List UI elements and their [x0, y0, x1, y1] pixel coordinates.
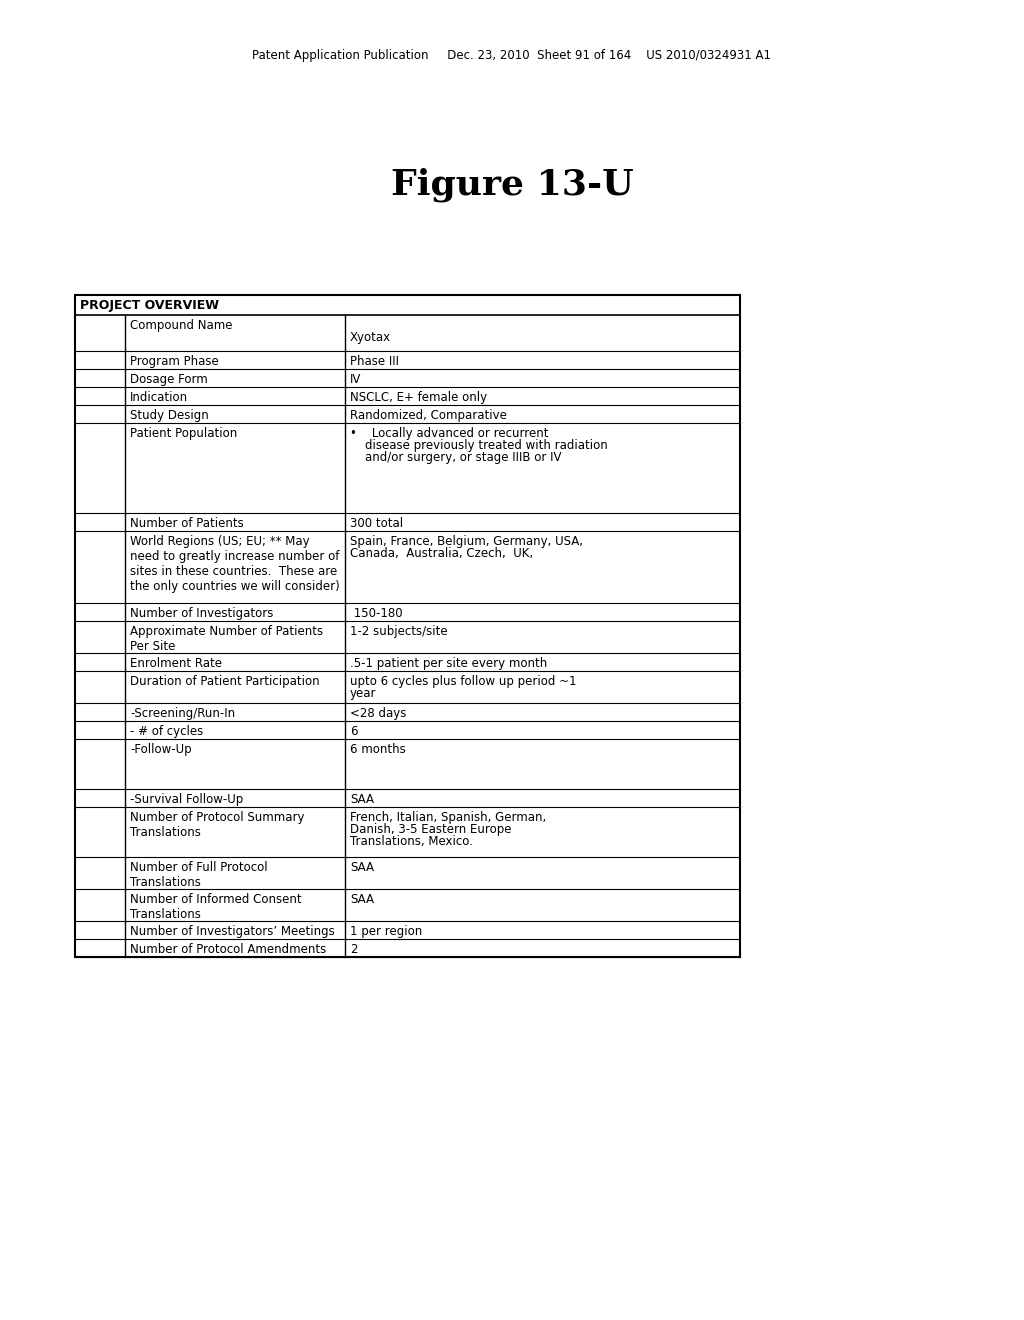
- Text: Figure 13-U: Figure 13-U: [391, 168, 633, 202]
- Text: Number of Protocol Amendments: Number of Protocol Amendments: [130, 942, 327, 956]
- Text: -Survival Follow-Up: -Survival Follow-Up: [130, 793, 244, 807]
- Text: and/or surgery, or stage IIIB or IV: and/or surgery, or stage IIIB or IV: [350, 451, 561, 465]
- Text: NSCLC, E+ female only: NSCLC, E+ female only: [350, 391, 487, 404]
- Text: Number of Investigators’ Meetings: Number of Investigators’ Meetings: [130, 925, 335, 939]
- Text: Patent Application Publication     Dec. 23, 2010  Sheet 91 of 164    US 2010/032: Patent Application Publication Dec. 23, …: [253, 49, 771, 62]
- Text: Phase III: Phase III: [350, 355, 399, 368]
- Text: 1-2 subjects/site: 1-2 subjects/site: [350, 624, 447, 638]
- Text: 2: 2: [350, 942, 357, 956]
- Text: Number of Protocol Summary
Translations: Number of Protocol Summary Translations: [130, 810, 304, 840]
- Text: Program Phase: Program Phase: [130, 355, 219, 368]
- Text: upto 6 cycles plus follow up period ~1: upto 6 cycles plus follow up period ~1: [350, 675, 577, 688]
- Text: SAA: SAA: [350, 894, 374, 906]
- Text: Spain, France, Belgium, Germany, USA,: Spain, France, Belgium, Germany, USA,: [350, 535, 583, 548]
- Text: PROJECT OVERVIEW: PROJECT OVERVIEW: [80, 298, 219, 312]
- Bar: [75, 294, 740, 957]
- Text: SAA: SAA: [350, 861, 374, 874]
- Text: disease previously treated with radiation: disease previously treated with radiatio…: [350, 440, 608, 451]
- Text: Translations, Mexico.: Translations, Mexico.: [350, 836, 473, 847]
- Text: 1 per region: 1 per region: [350, 925, 422, 939]
- Text: Dosage Form: Dosage Form: [130, 374, 208, 385]
- Text: Number of Full Protocol
Translations: Number of Full Protocol Translations: [130, 861, 267, 888]
- Text: Randomized, Comparative: Randomized, Comparative: [350, 409, 507, 422]
- Text: -Screening/Run-In: -Screening/Run-In: [130, 708, 236, 719]
- Text: -Follow-Up: -Follow-Up: [130, 743, 191, 756]
- Text: Enrolment Rate: Enrolment Rate: [130, 657, 222, 671]
- Text: Number of Investigators: Number of Investigators: [130, 607, 273, 620]
- Text: - # of cycles: - # of cycles: [130, 725, 203, 738]
- Text: Number of Patients: Number of Patients: [130, 517, 244, 531]
- Text: Approximate Number of Patients
Per Site: Approximate Number of Patients Per Site: [130, 624, 324, 653]
- Text: 150-180: 150-180: [350, 607, 402, 620]
- Text: 6: 6: [350, 725, 357, 738]
- Text: French, Italian, Spanish, German,: French, Italian, Spanish, German,: [350, 810, 546, 824]
- Text: 6 months: 6 months: [350, 743, 406, 756]
- Text: Xyotax: Xyotax: [350, 331, 391, 345]
- Text: SAA: SAA: [350, 793, 374, 807]
- Text: Danish, 3-5 Eastern Europe: Danish, 3-5 Eastern Europe: [350, 822, 512, 836]
- Text: <28 days: <28 days: [350, 708, 407, 719]
- Text: Canada,  Australia, Czech,  UK,: Canada, Australia, Czech, UK,: [350, 546, 534, 560]
- Text: 300 total: 300 total: [350, 517, 403, 531]
- Text: Patient Population: Patient Population: [130, 426, 238, 440]
- Text: Study Design: Study Design: [130, 409, 209, 422]
- Text: Indication: Indication: [130, 391, 188, 404]
- Text: Number of Informed Consent
Translations: Number of Informed Consent Translations: [130, 894, 302, 921]
- Text: IV: IV: [350, 374, 361, 385]
- Text: year: year: [350, 686, 377, 700]
- Text: .5-1 patient per site every month: .5-1 patient per site every month: [350, 657, 547, 671]
- Text: •    Locally advanced or recurrent: • Locally advanced or recurrent: [350, 426, 549, 440]
- Text: Compound Name: Compound Name: [130, 319, 232, 333]
- Text: Duration of Patient Participation: Duration of Patient Participation: [130, 675, 319, 688]
- Text: World Regions (US; EU; ** May
need to greatly increase number of
sites in these : World Regions (US; EU; ** May need to gr…: [130, 535, 340, 593]
